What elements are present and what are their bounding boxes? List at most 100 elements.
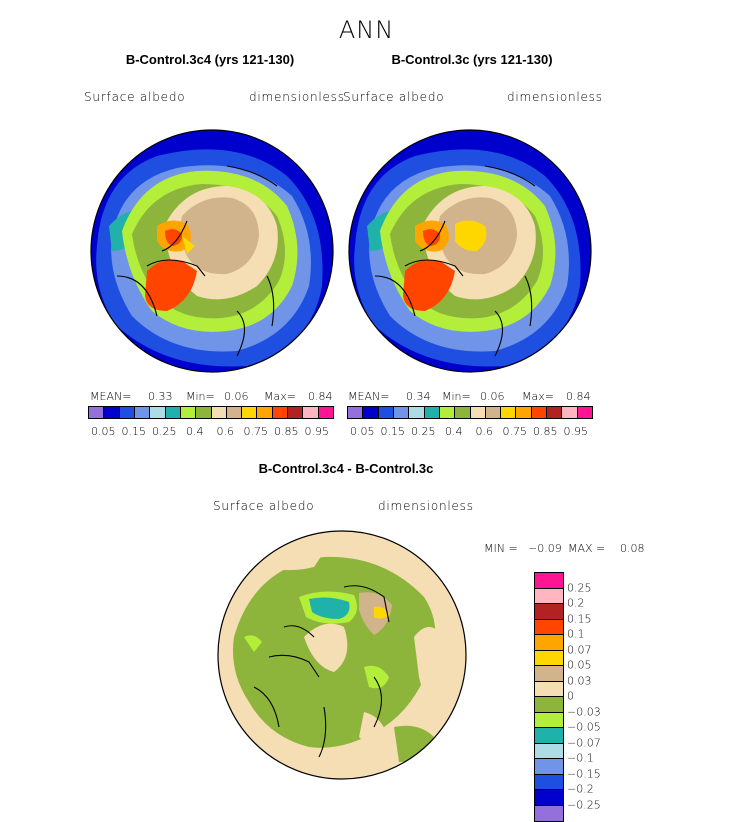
diff-colorbar-swatch [535,604,563,620]
diff-panel-variable: Surface albedo [213,499,315,513]
panel-1-colorbar-tick-label: 0.95 [304,425,330,438]
diff-colorbar-swatch [535,759,563,775]
diff-max-label: MAX = [568,542,606,555]
panel-2-colorbar-tick-label: 0.6 [475,425,494,438]
diff-panel-units: dimensionless [378,499,474,513]
panel-1-colorbar-swatch [257,407,273,418]
panel-1-colorbar-swatch [242,407,258,418]
panel-1-colorbar-swatch [226,407,243,418]
diff-colorbar-tick-label: −0.05 [567,720,601,734]
panel-2-stats: MEAN= 0.34 Min= 0.06 Max= 0.84 [348,390,598,404]
panel-2-colorbar-swatch [424,407,440,418]
panel-1-mean-label: MEAN= [90,390,132,403]
diff-colorbar-tick-label: 0.15 [567,612,592,625]
panel-2-colorbar-swatch [501,407,517,418]
panel-1-colorbar-swatch [134,407,151,418]
panel-1-colorbar-swatch [89,407,105,418]
panel-1-mean-value: 0.33 [148,390,173,403]
panel-2-colorbar-swatch [348,407,364,418]
diff-colorbar-tick-label: −0.07 [567,736,601,749]
diff-colorbar-swatch [535,635,563,651]
panel-2-colorbar-swatch [378,407,394,418]
diff-colorbar-tick-label: −0.25 [567,798,601,811]
panel-1-stats: MEAN= 0.33 Min= 0.06 Max= 0.84 [90,390,340,404]
panel-2-colorbar-tick-label: 0.4 [445,425,463,438]
diff-colorbar-swatch [535,712,563,728]
diff-colorbar-swatch [535,619,563,635]
panel-1-variable: Surface albedo [84,90,186,104]
panel-1-max-label: Max= [264,390,296,403]
diff-colorbar-swatch [535,697,563,713]
panel-2-colorbar-swatch [470,407,486,418]
diff-colorbar-swatch [535,573,563,589]
panel-1-colorbar-tick-label: 0.25 [152,425,177,438]
diff-colorbar [534,572,564,822]
diff-colorbar-tick-label: −0.03 [567,705,601,718]
panel-2-colorbar-swatch [577,407,592,418]
diff-colorbar-swatch [535,805,563,821]
diff-colorbar-tick-label: 0 [567,689,574,703]
panel-2-colorbar-swatch [409,407,425,418]
panel-2-variable: Surface albedo [343,90,445,104]
panel-2-title: B-Control.3c (yrs 121-130) [391,52,553,67]
panel-2-min-value: 0.06 [480,390,505,403]
diff-polar-map [217,530,467,780]
diff-colorbar-swatch [535,666,563,682]
diff-colorbar-swatch [535,743,563,759]
diff-colorbar-swatch [535,728,563,744]
panel-2-max-value: 0.84 [566,390,591,403]
panel-1-colorbar-swatch [318,407,333,418]
panel-2-colorbar-swatch [562,407,578,418]
panel-1-min-value: 0.06 [224,390,249,403]
panel-1-colorbar-swatch [211,407,227,418]
diff-panel-title: B-Control.3c4 - B-Control.3c [258,461,434,476]
panel-1-colorbar [88,406,334,419]
panel-1-units: dimensionless [249,90,345,104]
panel-2-colorbar-tick-label: 0.15 [380,425,406,438]
panel-2-mean-value: 0.34 [406,390,431,403]
panel-2-colorbar-swatch [363,407,379,418]
panel-1-colorbar-swatch [165,407,181,418]
panel-2-max-label: Max= [522,390,554,403]
diff-min-label: MIN = [484,542,518,555]
panel-1-colorbar-swatch [272,407,289,418]
panel-2-colorbar-swatch [439,407,456,418]
diff-colorbar-tick-label: 0.25 [567,581,592,594]
panel-2-colorbar-swatch [393,407,410,418]
panel-1-colorbar-swatch [196,407,212,418]
diff-colorbar-tick-label: −0.1 [567,751,594,765]
diff-colorbar-tick-label: 0.07 [567,643,592,656]
panel-2-colorbar-tick-label: 0.25 [411,425,436,438]
diff-colorbar-tick-label: 0.1 [567,627,585,641]
diff-colorbar-swatch [535,588,563,604]
panel-1-colorbar-tick-label: 0.85 [274,425,299,438]
panel-2-colorbar-tick-label: 0.85 [533,425,558,438]
panel-1-colorbar-tick-label: 0.6 [216,425,235,438]
panel-2-min-label: Min= [442,390,471,403]
panel-1-colorbar-swatch [288,407,304,418]
diff-colorbar-tick-label: −0.15 [567,767,601,780]
panel-2-colorbar-swatch [455,407,471,418]
diff-max-value: 0.08 [620,542,645,555]
panel-1-colorbar-labels: 0.05 0.15 0.25 0.4 0.6 0.75 0.85 0.95 [88,425,332,439]
panel-2-colorbar-swatch [485,407,502,418]
diff-colorbar-labels: 0.25 0.2 0.15 0.1 0.07 0.05 0.03 0 −0.03 −0.05 −0.… [567,572,627,820]
panel-1-colorbar-tick-label: 0.4 [186,425,204,438]
panel-1-colorbar-tick-label: 0.75 [243,425,269,438]
panel-2-colorbar-labels: 0.05 0.15 0.25 0.4 0.6 0.75 0.85 0.95 [347,425,591,439]
panel-2-colorbar-swatch [516,407,532,418]
panel-1-colorbar-tick-label: 0.15 [121,425,147,438]
panel-1-title: B-Control.3c4 (yrs 121-130) [125,52,295,67]
panel-1-colorbar-swatch [119,407,135,418]
diff-colorbar-swatch [535,681,563,697]
panel-2-colorbar-tick-label: 0.75 [502,425,528,438]
panel-1-colorbar-swatch [150,407,166,418]
figure-title: ANN [338,16,395,44]
panel-1-colorbar-tick-label: 0.05 [91,425,116,438]
diff-colorbar-tick-label: 0.05 [567,658,592,672]
diff-colorbar-swatch [535,790,563,806]
diff-colorbar-tick-label: 0.2 [567,596,585,610]
diff-colorbar-tick-label: −0.2 [567,782,594,796]
panel-1-polar-map [90,129,334,373]
diff-min-value: −0.09 [528,542,562,555]
